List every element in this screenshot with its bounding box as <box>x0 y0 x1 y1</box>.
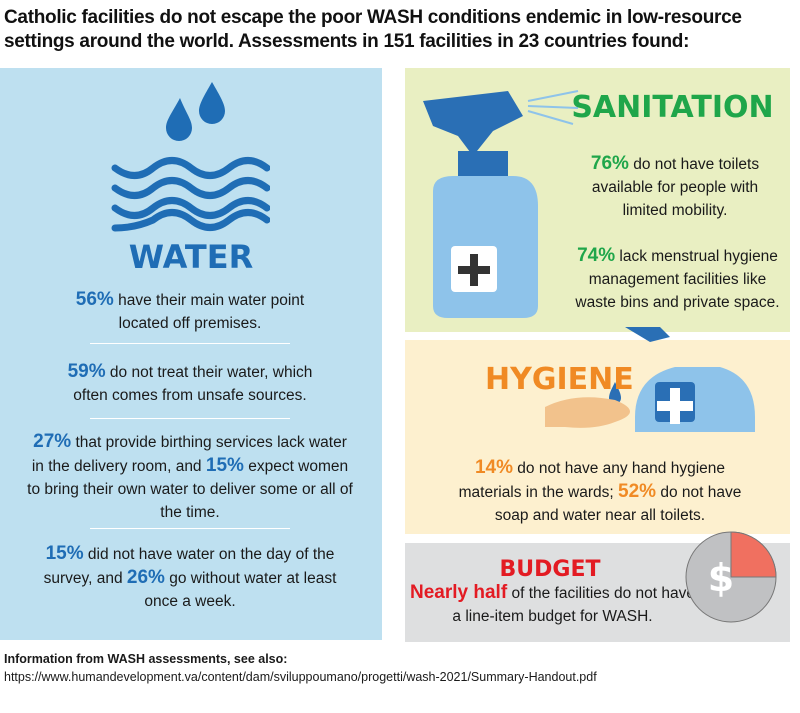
hygiene-stat: 14% do not have any hand hygiene materia… <box>458 457 742 524</box>
budget-panel: BUDGET Nearly half of the facilities do … <box>405 531 790 642</box>
svg-text:$: $ <box>708 556 734 600</box>
sanitation-panel: SANITATION 76% do not have toilets avail… <box>405 68 790 332</box>
divider <box>90 343 290 344</box>
budget-heading: BUDGET <box>499 557 601 582</box>
water-stat-3: 27% that provide birthing services lack … <box>27 431 353 521</box>
sanitation-heading: SANITATION <box>571 90 774 125</box>
divider <box>90 418 290 419</box>
hygiene-panel: HYGIENE 14% do not have any hand hygiene… <box>405 327 790 534</box>
hygiene-heading: HYGIENE <box>485 362 634 397</box>
sanitation-stat-2: 74% lack menstrual hygiene management fa… <box>575 245 780 311</box>
footer-source: Information from WASH assessments, see a… <box>4 652 288 666</box>
water-panel: WATER 56% have their main water point lo… <box>0 68 382 640</box>
spray-bottle-icon <box>423 90 579 318</box>
pie-slice-highlighted <box>730 531 777 578</box>
water-stat-2: 59% do not treat their water, which ofte… <box>67 361 313 404</box>
water-heading: WATER <box>128 238 254 276</box>
page-title: Catholic facilities do not escape the po… <box>4 7 742 52</box>
divider <box>90 528 290 529</box>
water-drops-waves-icon <box>111 82 270 232</box>
water-stat-1: 56% have their main water point located … <box>75 289 305 332</box>
budget-pie-icon: $ <box>685 531 777 623</box>
sanitation-stat-1: 76% do not have toilets available for pe… <box>590 153 760 219</box>
footer-url[interactable]: https://www.humandevelopment.va/content/… <box>4 670 597 684</box>
budget-stat: Nearly half of the facilities do not hav… <box>410 582 695 625</box>
water-stat-4: 15% did not have water on the day of the… <box>43 543 337 610</box>
hand-soap-icon <box>545 327 755 432</box>
